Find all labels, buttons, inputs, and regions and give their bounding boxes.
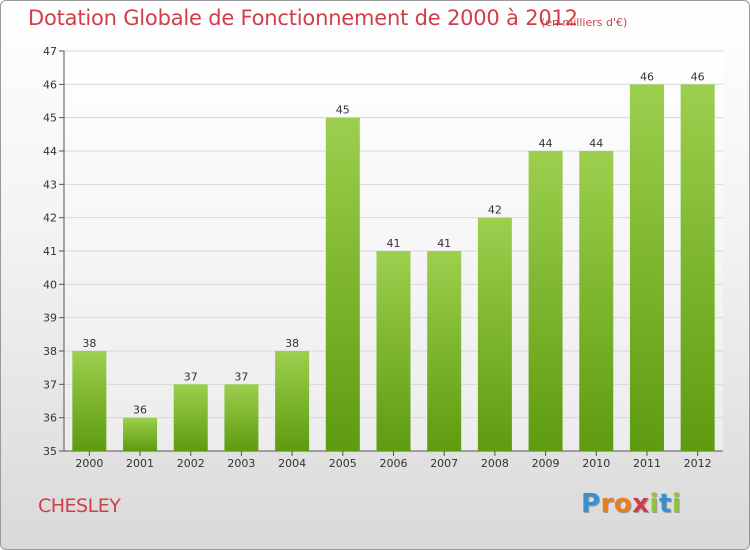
- logo-letter: i: [671, 489, 682, 519]
- x-tick-label: 2009: [532, 457, 560, 470]
- bar: [477, 217, 512, 451]
- y-tick-label: 44: [43, 145, 57, 158]
- data-label: 44: [539, 137, 553, 150]
- logo-letter: r: [600, 489, 614, 519]
- y-tick-label: 43: [43, 178, 57, 191]
- bar: [224, 384, 259, 451]
- data-label: 41: [387, 237, 401, 250]
- data-label: 45: [336, 104, 350, 117]
- y-tick-label: 42: [43, 212, 57, 225]
- logo-letter: t: [658, 489, 672, 519]
- logo-letter: P: [581, 489, 601, 519]
- commune-name: CHESLEY: [38, 495, 121, 517]
- x-tick-label: 2010: [582, 457, 610, 470]
- x-tick-label: 2008: [481, 457, 509, 470]
- bar: [123, 417, 158, 451]
- data-label: 41: [437, 237, 451, 250]
- bar: [629, 84, 664, 451]
- data-label: 38: [82, 337, 96, 350]
- bar: [325, 117, 360, 452]
- bar: [173, 384, 208, 451]
- data-label: 37: [184, 370, 198, 383]
- data-label: 42: [488, 204, 502, 217]
- y-tick-label: 45: [43, 112, 57, 125]
- chart-title: Dotation Globale de Fonctionnement de 20…: [28, 6, 578, 30]
- data-label: 46: [691, 70, 705, 83]
- bar: [427, 251, 462, 451]
- x-tick-label: 2001: [126, 457, 154, 470]
- logo-letter: o: [613, 489, 633, 519]
- proxiti-logo: Proxiti: [581, 489, 681, 519]
- data-label: 36: [133, 404, 147, 417]
- y-tick-label: 38: [43, 345, 57, 358]
- y-tick-label: 40: [43, 278, 57, 291]
- data-label: 37: [234, 370, 248, 383]
- data-label: 44: [589, 137, 603, 150]
- y-tick-label: 41: [43, 245, 57, 258]
- x-tick-label: 2006: [380, 457, 408, 470]
- bar: [579, 151, 614, 451]
- x-tick-label: 2002: [177, 457, 205, 470]
- x-tick-label: 2011: [633, 457, 661, 470]
- x-tick-label: 2003: [227, 457, 255, 470]
- x-tick-label: 2007: [430, 457, 458, 470]
- y-tick-label: 39: [43, 312, 57, 325]
- x-tick-label: 2012: [684, 457, 712, 470]
- logo-letter: i: [649, 489, 659, 519]
- chart-units: (en milliers d'€): [541, 16, 628, 29]
- y-tick-label: 36: [43, 412, 57, 425]
- bar: [376, 251, 411, 451]
- y-tick-label: 35: [43, 445, 57, 458]
- y-tick-label: 37: [43, 378, 57, 391]
- bar: [72, 351, 107, 451]
- logo-letter: x: [632, 489, 650, 519]
- y-tick-label: 46: [43, 78, 57, 91]
- y-tick-label: 47: [43, 45, 57, 58]
- bar: [680, 84, 715, 451]
- x-tick-label: 2005: [329, 457, 357, 470]
- bar: [528, 151, 563, 451]
- data-label: 46: [640, 70, 654, 83]
- bar: [275, 351, 310, 451]
- x-tick-label: 2000: [75, 457, 103, 470]
- data-label: 38: [285, 337, 299, 350]
- x-tick-label: 2004: [278, 457, 306, 470]
